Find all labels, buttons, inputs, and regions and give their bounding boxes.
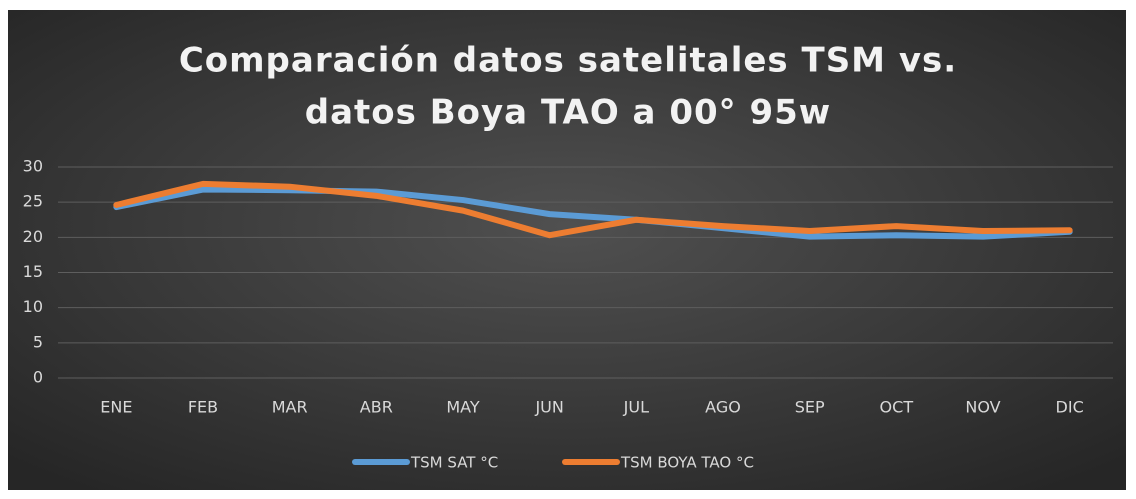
legend-label: TSM SAT °C xyxy=(410,454,498,472)
chart-title: Comparación datos satelitales TSM vs. xyxy=(179,41,957,81)
data-line xyxy=(113,186,1073,240)
legend-label: TSM BOYA TAO °C xyxy=(620,454,754,472)
y-tick-label: 30 xyxy=(23,157,43,176)
y-tick-label: 15 xyxy=(23,262,43,281)
x-tick-label: MAR xyxy=(272,398,308,417)
y-tick-label: 5 xyxy=(33,332,43,351)
chart-background xyxy=(8,10,1126,490)
y-tick-label: 10 xyxy=(23,297,43,316)
x-tick-label: FEB xyxy=(188,398,218,417)
chart-title: datos Boya TAO a 00° 95w xyxy=(305,93,831,133)
x-tick-label: DIC xyxy=(1056,398,1084,417)
y-tick-label: 20 xyxy=(23,227,43,246)
x-tick-label: SEP xyxy=(795,398,825,417)
y-tick-label: 0 xyxy=(33,368,43,387)
x-tick-label: OCT xyxy=(880,398,914,417)
x-tick-label: MAY xyxy=(446,398,480,417)
x-tick-label: JUN xyxy=(534,398,563,417)
x-tick-label: JUL xyxy=(623,398,649,417)
x-tick-label: NOV xyxy=(965,398,1000,417)
x-tick-label: ENE xyxy=(100,398,132,417)
data-line xyxy=(113,180,1073,239)
y-tick-label: 25 xyxy=(23,192,43,211)
x-tick-label: AGO xyxy=(705,398,741,417)
x-tick-label: ABR xyxy=(360,398,393,417)
